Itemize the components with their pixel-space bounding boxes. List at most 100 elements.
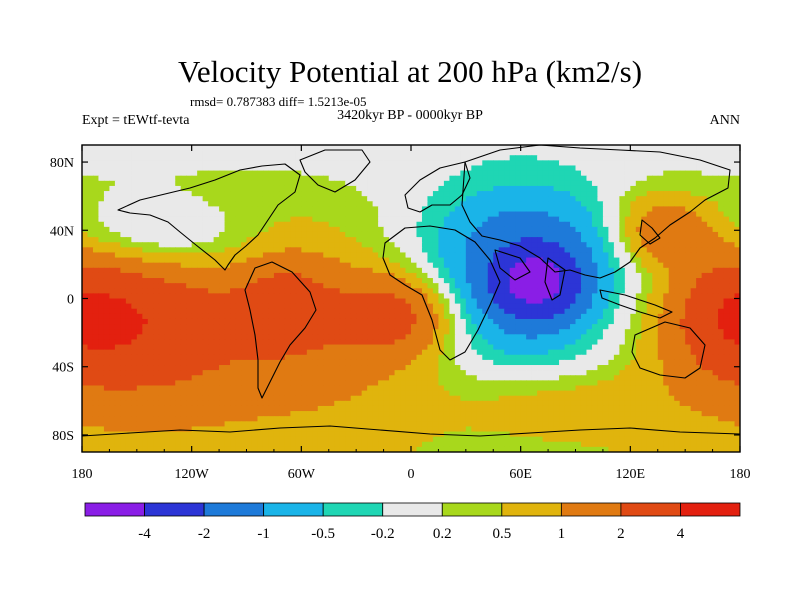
field-cell [114, 237, 121, 243]
field-cell [147, 308, 154, 315]
field-cell [312, 272, 319, 279]
field-cell [273, 216, 280, 223]
field-cell [164, 211, 171, 218]
field-cell [575, 278, 582, 284]
field-cell [125, 262, 132, 269]
field-cell [707, 155, 714, 161]
field-cell [114, 288, 121, 294]
field-cell [191, 226, 198, 233]
field-cell [520, 185, 527, 192]
field-cell [608, 201, 615, 207]
field-cell [339, 267, 346, 274]
field-cell [268, 196, 275, 202]
field-cell [630, 349, 637, 356]
field-cell [339, 303, 346, 310]
field-cell [345, 155, 352, 161]
field-cell [652, 324, 659, 330]
field-cell [542, 262, 549, 269]
field-cell [180, 354, 187, 361]
field-cell [449, 308, 456, 315]
field-cell [734, 180, 740, 187]
field-cell [405, 329, 412, 335]
field-cell [268, 145, 275, 151]
field-cell [345, 329, 352, 335]
field-cell [213, 303, 220, 310]
field-cell [328, 349, 335, 356]
field-cell [580, 329, 588, 335]
field-cell [701, 221, 708, 228]
field-cell [345, 288, 352, 294]
field-cell [136, 354, 143, 361]
field-cell [257, 257, 264, 264]
field-cell [564, 206, 571, 213]
field-cell [723, 349, 730, 356]
field-cell [570, 283, 577, 289]
field-cell [570, 288, 577, 294]
field-cell [427, 226, 434, 233]
field-cell [531, 201, 538, 207]
field-cell [257, 298, 264, 305]
field-cell [142, 329, 149, 335]
field-cell [114, 349, 121, 356]
field-cell [219, 247, 226, 254]
field-cell [509, 216, 516, 223]
field-cell [542, 175, 549, 182]
field-cell [504, 150, 511, 156]
field-cell [471, 165, 478, 172]
field-cell [586, 180, 593, 187]
field-cell [454, 288, 461, 294]
field-cell [394, 211, 401, 218]
field-cell [591, 165, 599, 172]
field-cell [290, 262, 297, 269]
field-cell [498, 318, 505, 325]
field-cell [421, 221, 429, 228]
field-cell [186, 308, 193, 315]
field-cell [268, 288, 275, 294]
field-cell [443, 206, 450, 213]
field-cell [131, 262, 138, 269]
field-cell [251, 201, 259, 207]
field-cell [657, 170, 664, 177]
field-cell [504, 196, 511, 202]
field-cell [197, 237, 204, 243]
field-cell [312, 252, 319, 259]
field-cell [438, 262, 445, 269]
field-cell [734, 267, 740, 274]
field-cell [213, 283, 220, 289]
field-cell [454, 201, 461, 207]
field-cell [273, 226, 280, 233]
field-cell [696, 339, 703, 346]
field-cell [411, 231, 418, 238]
field-cell [608, 288, 615, 294]
field-cell [602, 313, 609, 320]
field-cell [257, 247, 264, 254]
field-cell [191, 237, 198, 243]
field-cell [251, 206, 259, 213]
field-cell [87, 185, 94, 192]
field-cell [443, 303, 450, 310]
field-cell [619, 175, 626, 182]
field-cell [180, 308, 187, 315]
field-cell [438, 272, 445, 279]
field-cell [449, 242, 456, 248]
field-cell [175, 318, 182, 325]
field-cell [493, 216, 500, 223]
field-cell [241, 252, 248, 259]
field-cell [701, 313, 708, 320]
field-cell [164, 324, 171, 330]
field-cell [191, 206, 198, 213]
field-cell [427, 221, 434, 228]
field-cell [679, 262, 686, 269]
field-cell [125, 226, 132, 233]
field-cell [471, 329, 478, 335]
field-cell [509, 298, 516, 305]
field-cell [674, 216, 681, 223]
field-cell [465, 196, 472, 202]
field-cell [493, 267, 500, 274]
field-cell [465, 262, 472, 269]
field-cell [668, 216, 675, 223]
field-cell [685, 165, 692, 172]
field-cell [323, 196, 330, 202]
field-cell [92, 267, 100, 274]
field-cell [652, 293, 659, 300]
